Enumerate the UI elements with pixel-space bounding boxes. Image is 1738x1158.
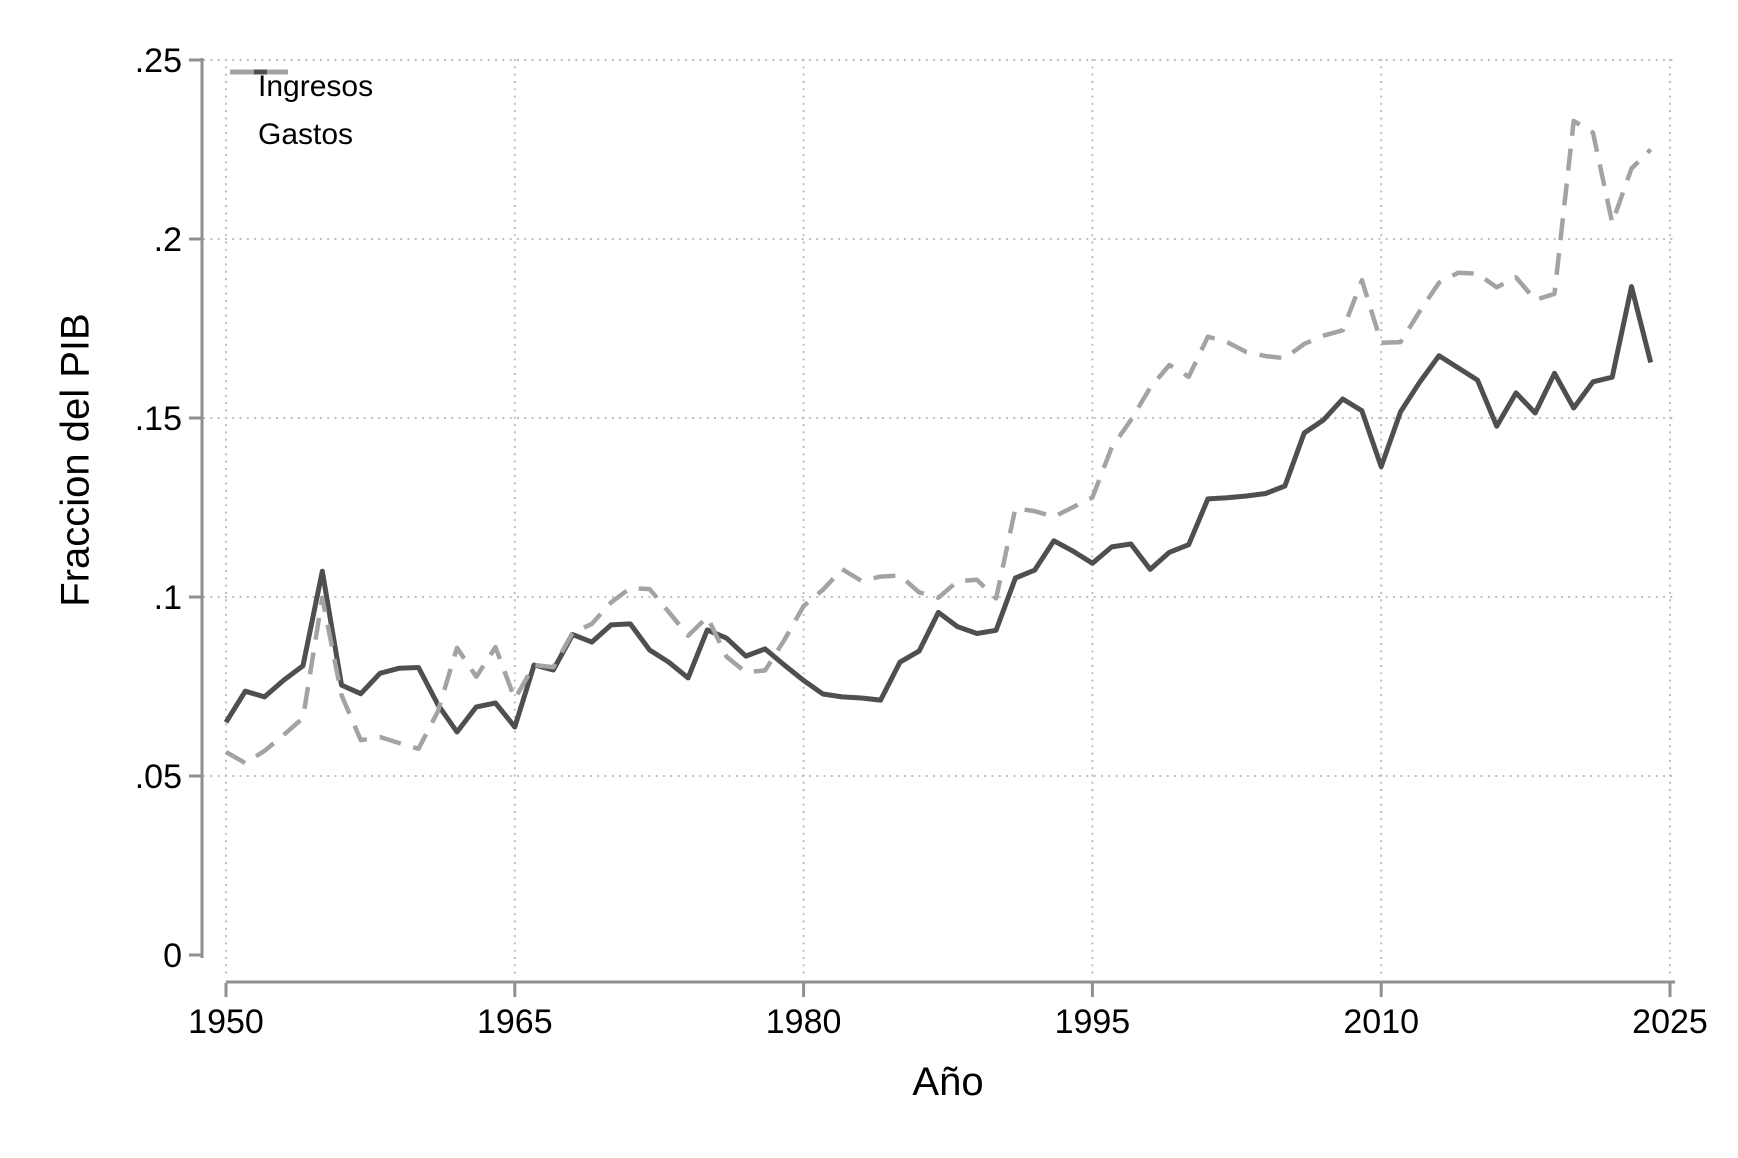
gastos-line [224,118,1653,766]
y-tick-label-.15: .15 [135,400,182,438]
x-tick-label-1950: 1950 [188,1003,264,1041]
x-tick-label-1980: 1980 [766,1003,842,1041]
legend-label-ingresos: Ingresos [258,70,374,103]
y-tick-label-.2: .2 [154,221,182,259]
y-tick-label-0: 0 [163,937,182,975]
x-tick-label-2025: 2025 [1632,1003,1708,1041]
legend-label-gastos: Gastos [258,118,354,151]
x-tick-label-1965: 1965 [477,1003,553,1041]
legend-item-gastos: Gastos [230,69,373,154]
y-tick-label-.05: .05 [135,758,182,796]
y-tick-label-.25: .25 [135,42,182,80]
x-tick-label-2010: 2010 [1343,1003,1419,1041]
y-axis-title: Fraccion del PIB [53,313,98,607]
y-tick-label-.1: .1 [154,579,182,617]
legend: Ingresos Gastos [230,68,373,154]
ingresos-line [223,284,1654,735]
gastos-line-swatch-icon [230,69,288,75]
legend-item-ingresos: Ingresos [230,68,373,106]
x-tick-label-1995: 1995 [1055,1003,1131,1041]
x-axis-title: Año [912,1060,984,1104]
